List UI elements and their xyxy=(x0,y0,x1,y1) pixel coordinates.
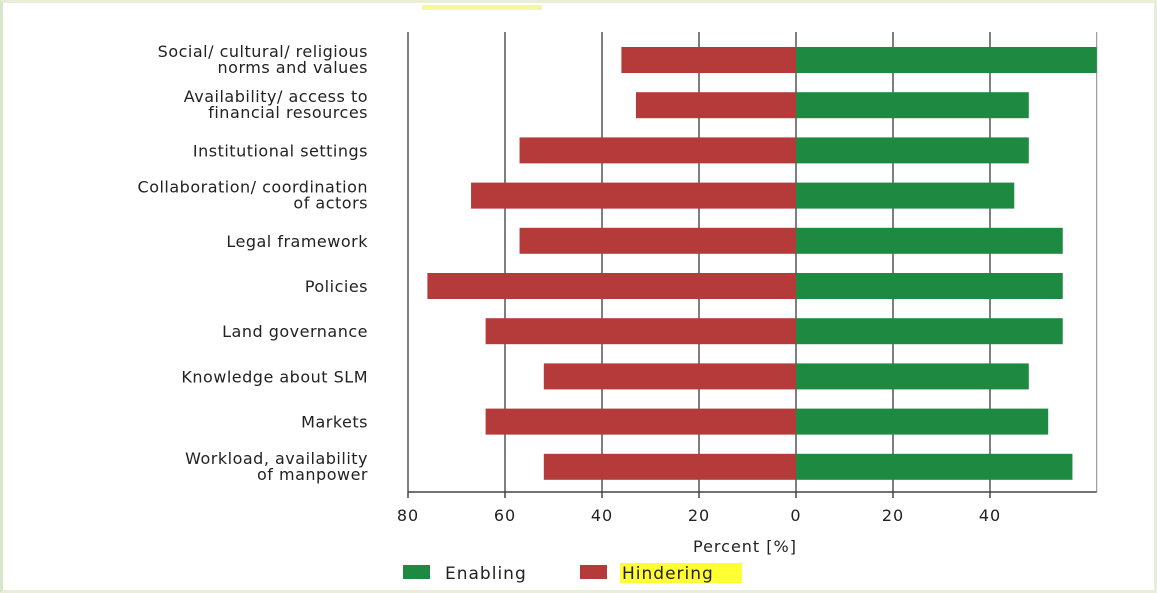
category-label-line: Knowledge about SLM xyxy=(181,367,368,386)
hindering-bar xyxy=(543,363,796,390)
legend-label: Enabling xyxy=(445,564,527,584)
category-label: Institutional settings xyxy=(193,141,368,160)
legend-highlight xyxy=(620,563,742,583)
hindering-bar xyxy=(519,227,796,254)
x-tick-label: 40 xyxy=(979,506,1001,525)
hindering-bar xyxy=(485,318,796,345)
enabling-bar xyxy=(796,137,1029,164)
x-tick-label: 0 xyxy=(790,506,801,525)
category-label: Markets xyxy=(301,413,368,432)
enabling-bar xyxy=(796,318,1063,345)
hindering-bar xyxy=(635,92,796,119)
category-label-line: Markets xyxy=(301,413,368,432)
legend: Enabling Hindering xyxy=(403,563,742,584)
x-tick-label: 80 xyxy=(397,506,419,525)
enabling-bar xyxy=(796,273,1063,299)
hindering-bar xyxy=(427,273,796,299)
x-tick-label: 60 xyxy=(494,506,516,525)
legend-label: Hindering xyxy=(622,564,714,584)
enabling-bar xyxy=(796,363,1029,390)
category-label-line: Land governance xyxy=(222,322,368,341)
x-axis-title: Percent [%] xyxy=(693,537,797,556)
category-label: Legal framework xyxy=(226,232,368,251)
category-label: Land governance xyxy=(222,322,368,341)
hindering-bar xyxy=(519,137,796,164)
hindering-bar xyxy=(485,408,796,435)
category-label-line: norms and values xyxy=(218,58,368,77)
category-label: Knowledge about SLM xyxy=(181,367,368,386)
enabling-bar xyxy=(796,227,1063,254)
x-axis: 80 60 40 20 0 20 40 xyxy=(397,491,1097,525)
category-label-line: of manpower xyxy=(257,465,368,484)
legend-swatch xyxy=(403,565,430,579)
enabling-bar xyxy=(796,182,1015,209)
x-tick-label: 20 xyxy=(688,506,710,525)
category-label-line: financial resources xyxy=(208,103,368,122)
hindering-bar xyxy=(621,47,796,73)
enabling-bar xyxy=(796,92,1029,119)
category-label-line: Social/ cultural/ religious xyxy=(158,42,368,61)
legend-swatch xyxy=(580,565,607,579)
hindering-bar xyxy=(543,453,796,480)
enabling-bar xyxy=(796,408,1049,435)
x-tick-label: 40 xyxy=(591,506,613,525)
category-label-line: Institutional settings xyxy=(193,141,368,160)
x-tick-label: 20 xyxy=(882,506,904,525)
top-accent-strip xyxy=(422,5,542,10)
hindering-bar xyxy=(471,182,796,209)
enabling-bar xyxy=(796,47,1097,73)
category-label-line: Availability/ access to xyxy=(184,87,368,106)
category-label: Policies xyxy=(305,277,368,296)
enabling-bar xyxy=(796,453,1073,480)
bars xyxy=(427,47,1097,480)
category-label-line: Workload, availability xyxy=(185,449,368,468)
category-label-line: Collaboration/ coordination xyxy=(138,178,368,197)
category-label-line: of actors xyxy=(293,194,368,213)
category-label-line: Policies xyxy=(305,277,368,296)
category-label-line: Legal framework xyxy=(226,232,368,251)
